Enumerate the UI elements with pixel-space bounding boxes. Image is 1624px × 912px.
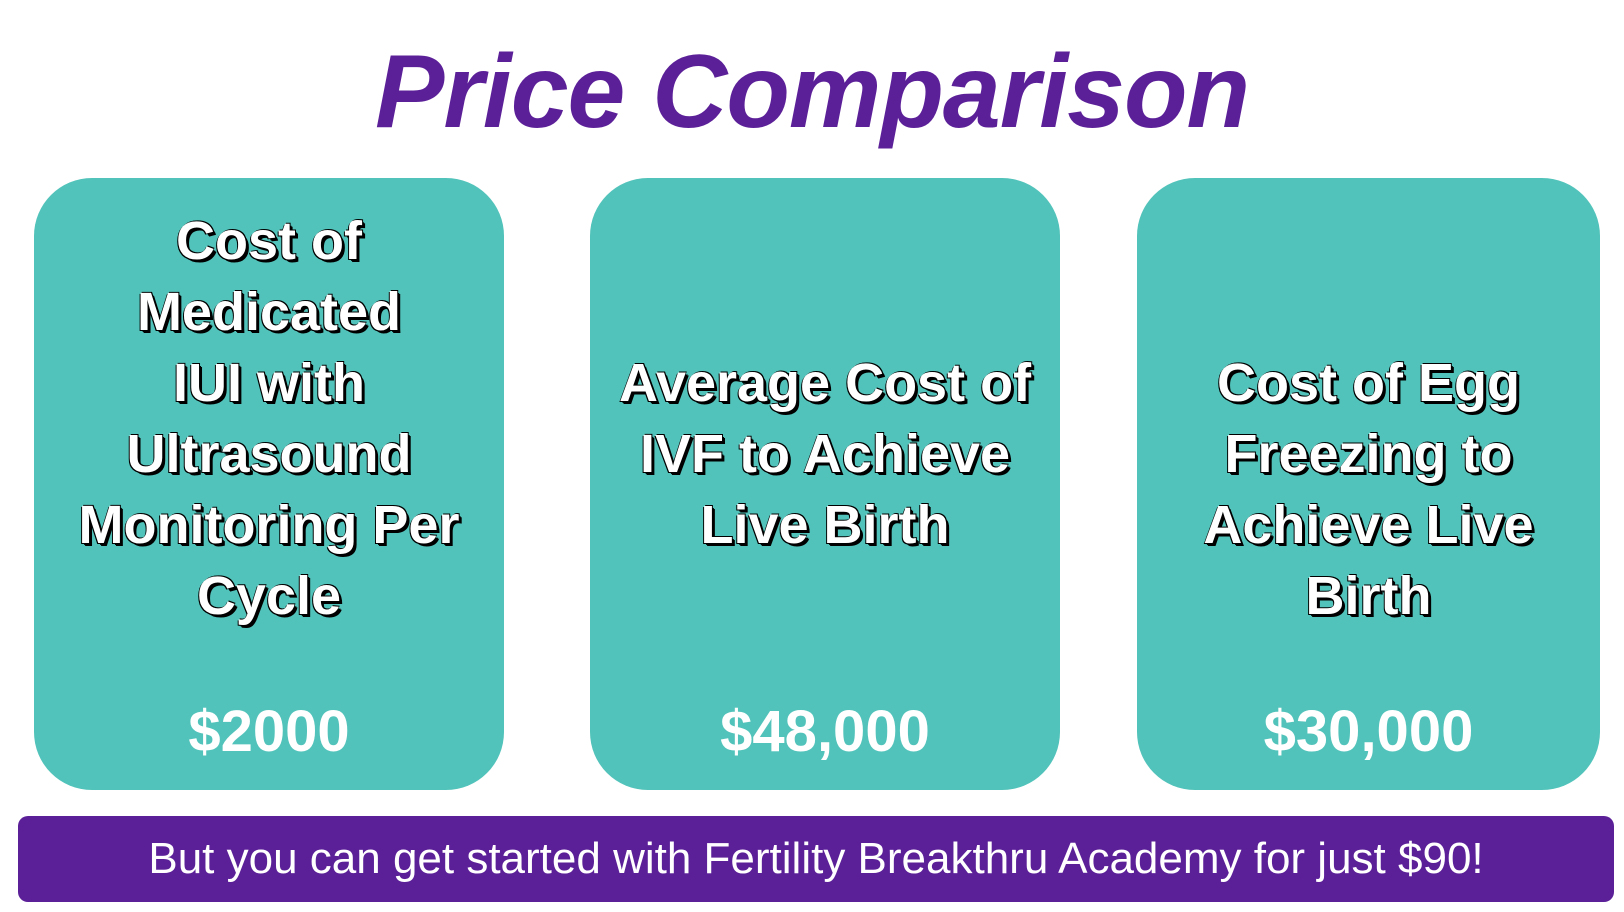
- card-label-line: Cost of Egg: [1217, 353, 1520, 413]
- promo-banner: But you can get started with Fertility B…: [18, 816, 1614, 902]
- card-label-line: Cycle: [196, 566, 342, 626]
- card-price: $30,000: [1263, 699, 1474, 764]
- card-label-line: Monitoring Per: [78, 495, 460, 555]
- card-label-line: Medicated: [136, 282, 402, 342]
- page-title: Price Comparison: [374, 34, 1250, 150]
- card-label-line: IVF to Achieve: [639, 424, 1011, 484]
- price-card-ivf: Average Cost of IVF to Achieve Live Birt…: [590, 178, 1060, 790]
- price-card-egg-freezing: Cost of Egg Freezing to Achieve Live Bir…: [1137, 178, 1600, 790]
- card-label: Average Cost of IVF to Achieve Live Birt…: [590, 348, 1060, 561]
- card-price: $48,000: [720, 699, 930, 764]
- card-label-line: Ultrasound: [126, 424, 412, 484]
- card-label-line: Live Birth: [700, 495, 950, 555]
- card-label-line: Cost of: [176, 211, 362, 271]
- card-label: Cost of Egg Freezing to Achieve Live Bir…: [1137, 348, 1600, 632]
- card-label-line: Average Cost of: [618, 353, 1032, 413]
- card-label-line: Birth: [1305, 566, 1432, 626]
- card-label-line: Freezing to: [1224, 424, 1513, 484]
- card-label-line: IUI with: [173, 353, 365, 413]
- card-label: Cost of Medicated IUI with Ultrasound Mo…: [34, 206, 504, 632]
- card-price: $2000: [188, 699, 350, 764]
- price-card-medicated-iui: Cost of Medicated IUI with Ultrasound Mo…: [34, 178, 504, 790]
- card-label-line: Achieve Live: [1203, 495, 1534, 555]
